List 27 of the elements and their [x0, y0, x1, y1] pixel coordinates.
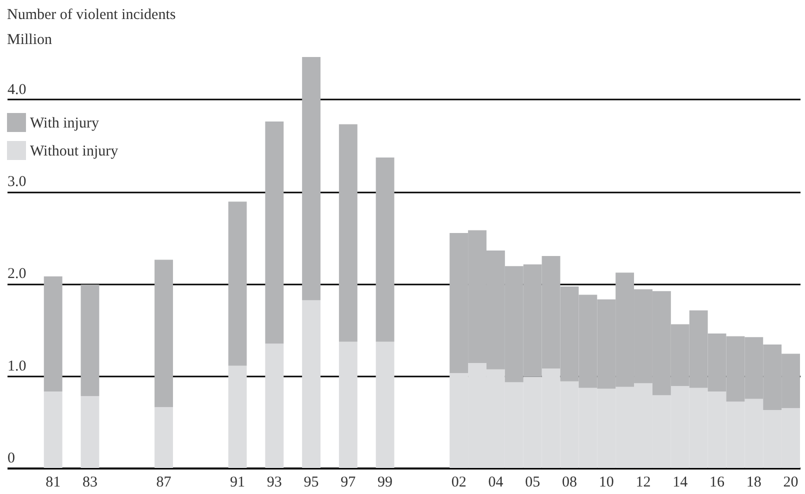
x-tick-label: 16 [710, 474, 726, 490]
x-tick-label: 81 [46, 474, 61, 490]
legend-label: Without injury [30, 144, 119, 160]
y-tick-label: 2.0 [8, 266, 26, 282]
x-tick-label: 93 [266, 474, 282, 490]
x-tick-label: 95 [304, 474, 319, 490]
x-tick-label: 08 [562, 474, 577, 490]
x-tick-label: 87 [156, 474, 172, 490]
x-tick-label: 18 [746, 474, 762, 490]
x-tick-label: 91 [230, 474, 246, 490]
x-tick-label: 20 [783, 474, 798, 490]
y-tick-label: 1.0 [8, 358, 26, 374]
legend-label: With injury [30, 116, 100, 132]
x-tick-label: 99 [378, 474, 393, 490]
x-tick-label: 97 [340, 474, 356, 490]
chart-title: Number of violent incidents [7, 7, 176, 23]
x-tick-label: 14 [672, 474, 688, 490]
x-tick-label: 05 [525, 474, 540, 490]
x-tick-label: 02 [451, 474, 466, 490]
y-tick-label: 4.0 [8, 82, 26, 98]
x-tick-label: 04 [488, 474, 504, 490]
x-tick-label: 10 [598, 474, 614, 490]
x-tick-label: 83 [82, 474, 98, 490]
chart-subtitle: Million [7, 32, 53, 48]
y-tick-label: 3.0 [8, 174, 26, 190]
y-tick-label: 0 [8, 450, 15, 466]
x-tick-label: 12 [636, 474, 651, 490]
